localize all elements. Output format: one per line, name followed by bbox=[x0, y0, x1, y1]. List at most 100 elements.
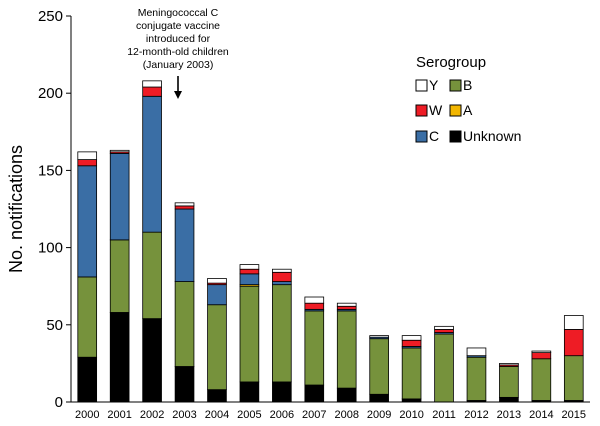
legend-swatch-b bbox=[449, 79, 462, 92]
legend-label-b: B bbox=[463, 77, 472, 93]
bar-segment-c-2000 bbox=[77, 165, 98, 278]
annotation-group: Meningococcal C conjugate vaccine introd… bbox=[127, 7, 229, 99]
legend-swatch-w bbox=[415, 104, 428, 117]
annotation-line-3: introduced for bbox=[146, 33, 211, 45]
bar-segment-c-2006 bbox=[272, 281, 292, 286]
legend-swatch-unknown bbox=[449, 130, 462, 143]
annotation-arrowhead bbox=[174, 91, 182, 99]
bar-segment-c-2004 bbox=[207, 284, 227, 306]
legend-swatch-a bbox=[449, 104, 462, 117]
annotation-line-1: Meningococcal C bbox=[138, 7, 219, 19]
bar-segment-y-2008 bbox=[336, 302, 357, 307]
bar-segment-unknown-2006 bbox=[272, 381, 292, 403]
bar-segment-unknown-2008 bbox=[336, 387, 357, 403]
bar-segment-unknown-2001 bbox=[109, 312, 130, 403]
bar-segment-unknown-2000 bbox=[77, 356, 98, 403]
bar-segment-w-2008 bbox=[336, 305, 357, 310]
bar-segment-w-2011 bbox=[434, 329, 454, 333]
legend-swatch-c bbox=[415, 130, 428, 143]
x-tick-label: 2014 bbox=[529, 409, 553, 421]
x-tick-label: 2006 bbox=[270, 409, 294, 421]
bar-segment-b-2006 bbox=[272, 284, 292, 383]
annotation-line-5: (January 2003) bbox=[143, 59, 214, 71]
bar-segment-unknown-2005 bbox=[239, 381, 260, 403]
bar-segment-y-2010 bbox=[401, 335, 422, 341]
bar-segment-y-2014 bbox=[531, 350, 552, 353]
bar-segment-y-2005 bbox=[239, 264, 260, 270]
bar-segment-y-2012 bbox=[466, 347, 487, 357]
bar-segment-unknown-2013 bbox=[499, 396, 519, 403]
bar-segment-b-2008 bbox=[336, 310, 357, 389]
y-tick-label: 50 bbox=[46, 317, 63, 334]
bar-segment-y-2004 bbox=[207, 278, 227, 284]
bar-segment-w-2014 bbox=[531, 352, 552, 360]
y-ticks-group: 0 50 100 150 200 250 bbox=[38, 8, 71, 411]
bar-segment-w-2007 bbox=[304, 302, 325, 310]
y-tick-label: 200 bbox=[38, 85, 63, 102]
bar-segment-y-2002 bbox=[142, 80, 162, 88]
x-tick-label: 2009 bbox=[367, 409, 391, 421]
x-tick-label: 2000 bbox=[75, 409, 99, 421]
bar-segment-unknown-2009 bbox=[369, 393, 389, 403]
bar-segment-b-2011 bbox=[434, 333, 454, 403]
x-tick-label: 2008 bbox=[334, 409, 358, 421]
bar-segment-w-2006 bbox=[272, 271, 292, 282]
bar-segment-b-2013 bbox=[499, 366, 519, 398]
legend-label-a: A bbox=[463, 102, 473, 118]
x-tick-label: 2003 bbox=[172, 409, 196, 421]
bar-segment-c-2002 bbox=[142, 95, 162, 233]
x-tick-label: 2013 bbox=[497, 409, 521, 421]
y-tick-label: 150 bbox=[38, 162, 63, 179]
bar-segment-y-2006 bbox=[272, 268, 292, 273]
bar-segment-b-2015 bbox=[563, 355, 584, 401]
x-tick-label: 2015 bbox=[562, 409, 586, 421]
bar-segment-b-2009 bbox=[369, 338, 389, 395]
bar-segment-c-2005 bbox=[239, 273, 260, 286]
bar-segment-b-2010 bbox=[401, 347, 422, 400]
x-tick-label: 2002 bbox=[140, 409, 164, 421]
legend-label-c: C bbox=[429, 128, 439, 144]
bar-segment-b-2012 bbox=[466, 356, 487, 401]
bar-segment-b-2003 bbox=[174, 281, 195, 367]
legend-label-y: Y bbox=[429, 77, 439, 93]
bar-segment-b-2002 bbox=[142, 231, 162, 320]
bar-segment-y-2013 bbox=[499, 362, 519, 366]
x-tick-label: 2005 bbox=[237, 409, 261, 421]
bar-segment-c-2003 bbox=[174, 208, 195, 282]
y-tick-label: 250 bbox=[38, 8, 63, 25]
bar-segment-y-2015 bbox=[563, 315, 584, 330]
bar-segment-w-2003 bbox=[174, 205, 195, 210]
bar-segment-y-2000 bbox=[77, 151, 98, 160]
bar-segment-b-2014 bbox=[531, 358, 552, 401]
bar-segment-w-2005 bbox=[239, 268, 260, 275]
legend-title: Serogroup bbox=[416, 54, 486, 71]
y-tick-label: 0 bbox=[55, 394, 63, 411]
x-tick-label: 2007 bbox=[302, 409, 326, 421]
bar-segment-w-2002 bbox=[142, 86, 162, 97]
legend-swatch-y bbox=[415, 79, 428, 92]
bar-segment-y-2001 bbox=[109, 149, 130, 153]
x-tick-label: 2001 bbox=[107, 409, 131, 421]
annotation-line-2: conjugate vaccine bbox=[136, 20, 220, 32]
y-tick-label: 100 bbox=[38, 240, 63, 257]
bars-group bbox=[77, 80, 584, 403]
x-tick-label: 2010 bbox=[399, 409, 423, 421]
legend-label-unknown: Unknown bbox=[463, 128, 521, 144]
bar-segment-y-2007 bbox=[304, 296, 325, 304]
bar-segment-unknown-2002 bbox=[142, 318, 162, 403]
x-tick-label: 2011 bbox=[432, 409, 456, 421]
legend: Serogroup Y B W A C Unknown bbox=[415, 54, 521, 144]
bar-segment-w-2015 bbox=[563, 329, 584, 357]
bar-segment-b-2001 bbox=[109, 239, 130, 313]
bar-segment-b-2000 bbox=[77, 276, 98, 358]
bar-segment-y-2003 bbox=[174, 202, 195, 207]
legend-label-w: W bbox=[429, 102, 443, 118]
bar-segment-b-2004 bbox=[207, 304, 227, 391]
bar-segment-unknown-2007 bbox=[304, 384, 325, 403]
x-tick-label: 2012 bbox=[464, 409, 488, 421]
bar-segment-y-2011 bbox=[434, 325, 454, 330]
bar-segment-b-2005 bbox=[239, 285, 260, 383]
bar-segment-unknown-2003 bbox=[174, 366, 195, 403]
y-axis-label: No. notifications bbox=[6, 145, 26, 273]
